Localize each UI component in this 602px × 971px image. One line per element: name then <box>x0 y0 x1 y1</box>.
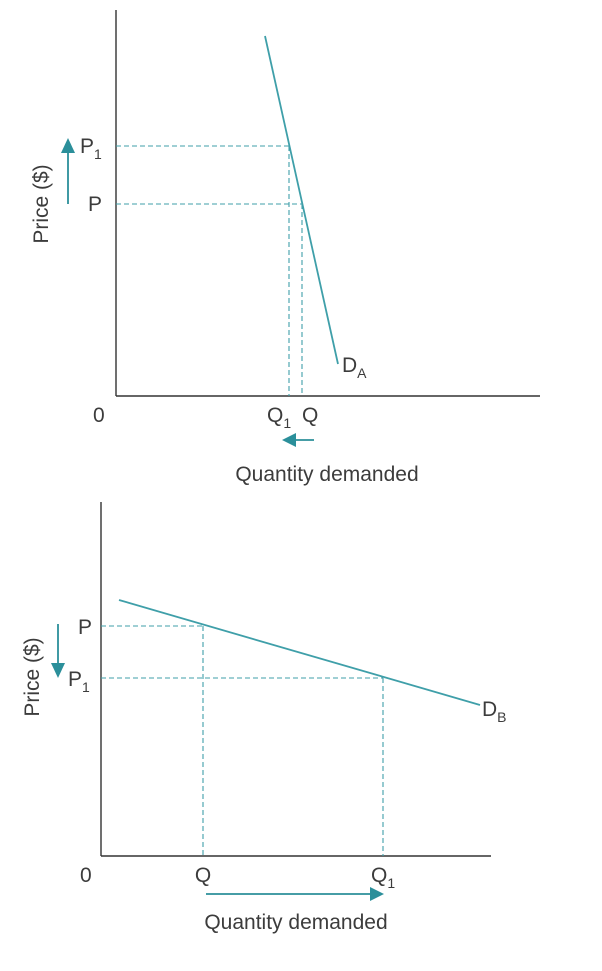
panel-a-demand-curve <box>264 35 339 365</box>
panel-a-curve-label: DA <box>342 354 367 381</box>
quantity-right-arrow-icon <box>206 887 384 901</box>
panel-a-y-axis-title: Price ($) <box>30 164 53 243</box>
panel-b-qty-q1-label: Q1 <box>371 864 395 891</box>
price-up-arrow-icon <box>61 138 75 204</box>
panel-a: DA Price ($) P1 P 0 Q1 Q Quantity demand… <box>30 10 540 486</box>
quantity-left-arrow-icon <box>282 433 314 447</box>
panel-a-price-p-label: P <box>88 193 102 216</box>
panel-b-price-p1-label: P1 <box>68 668 90 695</box>
panel-a-x-axis-title: Quantity demanded <box>235 463 418 486</box>
price-down-arrow-icon <box>51 624 65 678</box>
panel-b-curve-label: DB <box>482 698 507 725</box>
panel-b-y-axis-title: Price ($) <box>21 637 44 716</box>
panel-b: DB Price ($) P P1 0 Q Q1 Quantity demand… <box>21 502 507 934</box>
panel-b-origin-label: 0 <box>80 864 92 887</box>
panel-b-qty-q-label: Q <box>195 864 211 887</box>
panel-b-price-p-label: P <box>78 616 92 639</box>
panel-a-price-p1-label: P1 <box>80 135 102 162</box>
panel-a-qty-q-label: Q <box>302 404 318 427</box>
panel-a-origin-label: 0 <box>93 404 105 427</box>
panel-b-x-axis-title: Quantity demanded <box>204 911 387 934</box>
panel-a-qty-q1-label: Q1 <box>267 404 291 431</box>
panel-b-demand-curve <box>118 599 481 706</box>
